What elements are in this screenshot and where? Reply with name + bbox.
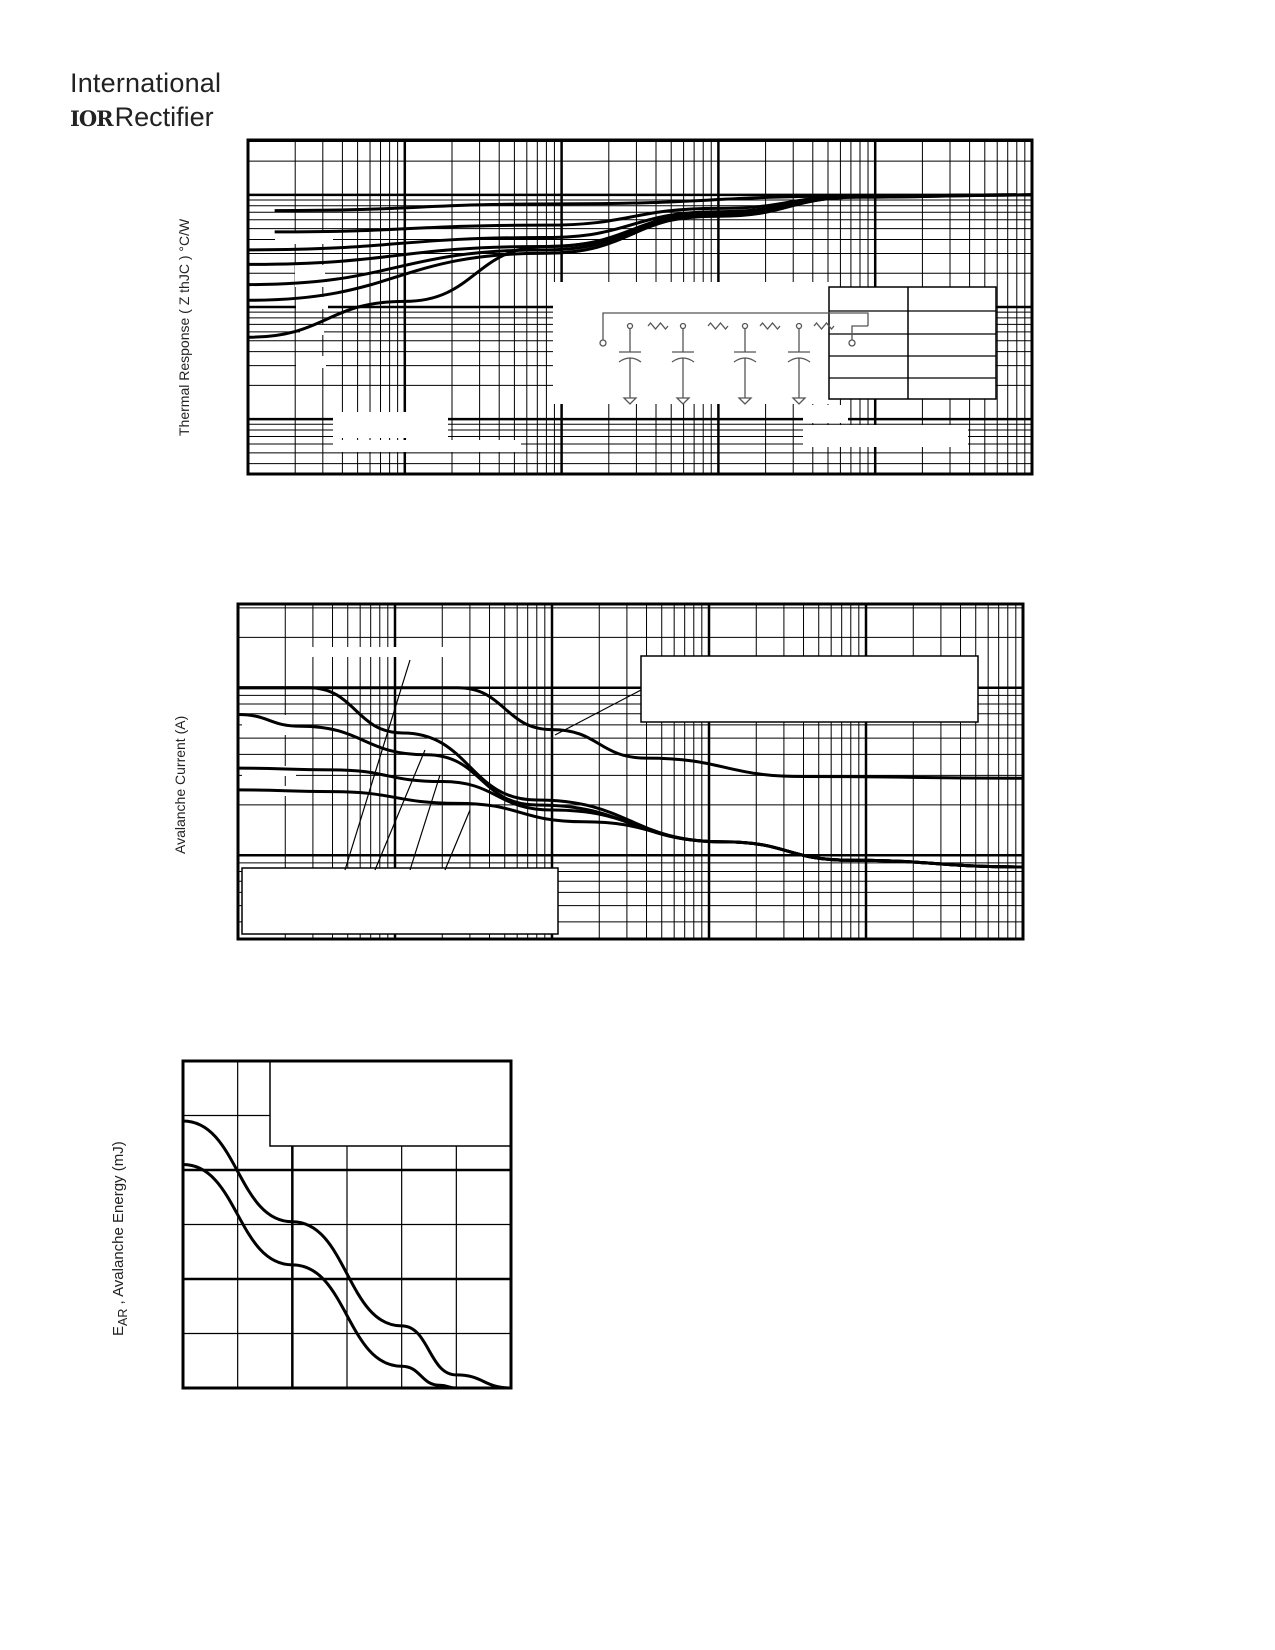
circuit-wire [602, 312, 869, 326]
chart2-series-1 [237, 686, 1024, 780]
leader-line [554, 689, 642, 736]
rc-ladder-network-icon [599, 312, 869, 405]
capacitor-to-ground [733, 329, 757, 405]
resistor [707, 321, 729, 331]
curve-label-placeholder [296, 297, 328, 309]
capacitor-to-ground [671, 329, 695, 405]
chart1-note-a [803, 405, 848, 423]
leader-line [374, 749, 426, 871]
circuit-diagram-box [553, 282, 829, 404]
chart3-frame [181, 1059, 513, 1390]
chart3-series-1 [182, 1119, 512, 1390]
node [741, 322, 749, 330]
chart1-legend-label-b [333, 440, 521, 452]
node [626, 322, 634, 330]
capacitor-to-ground [618, 329, 642, 405]
wire [851, 325, 868, 340]
curve-label-placeholder [275, 232, 333, 244]
chart1-note-b [803, 425, 968, 447]
chart1-legend-label-a [333, 412, 448, 438]
chart2-series-4 [237, 766, 1024, 869]
chart2-frame [236, 602, 1025, 941]
resistor [759, 321, 781, 331]
curve-label-placeholder [296, 356, 326, 368]
chart1-series-7 [247, 193, 1033, 339]
resistor [813, 321, 835, 331]
ior-logo-mark: IOR [70, 106, 114, 131]
curve-label-placeholder [242, 766, 296, 776]
chart2-legend-box [241, 867, 559, 935]
leader-line [409, 774, 441, 871]
curve-label-placeholder [300, 325, 324, 335]
chart3-series-2 [182, 1163, 457, 1390]
chart2-note-box [640, 655, 979, 723]
chart2-legend-top [300, 647, 460, 657]
leader-line [444, 809, 471, 871]
node [795, 322, 803, 330]
chart3-legend-box [269, 1060, 512, 1147]
leader-line [344, 659, 411, 871]
node [679, 322, 687, 330]
logo-rectifier: IORRectifier [70, 102, 214, 133]
chart1-frame [246, 138, 1034, 476]
rc-table [828, 286, 997, 400]
capacitor-to-ground [787, 329, 811, 405]
resistor [647, 321, 669, 331]
curve-label-placeholder [242, 715, 290, 735]
logo-rectifier-text: Rectifier [114, 102, 214, 132]
chart2-series-5 [237, 788, 1024, 869]
logo-international: International [70, 68, 222, 98]
